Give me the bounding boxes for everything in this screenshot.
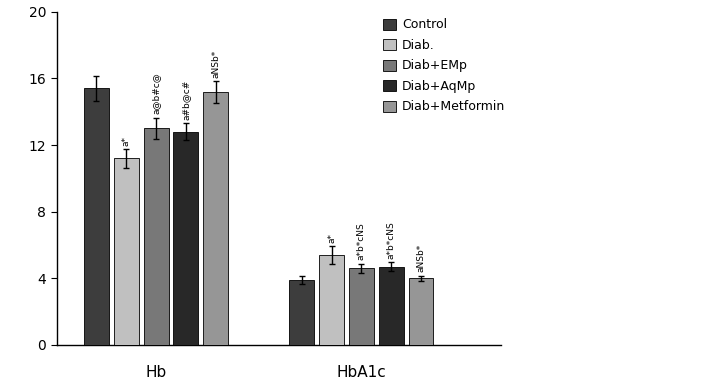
Bar <box>408 278 433 345</box>
Text: aNSb*: aNSb* <box>417 244 425 272</box>
Text: a*b*cNS: a*b*cNS <box>386 221 396 259</box>
Text: a*b*cNS: a*b*cNS <box>357 223 366 260</box>
Text: a*: a* <box>122 136 130 146</box>
Bar <box>174 132 199 345</box>
Bar <box>349 269 374 345</box>
Text: aNSb*: aNSb* <box>211 49 220 78</box>
Text: a@b#c@: a@b#c@ <box>152 73 160 114</box>
Bar <box>144 129 169 345</box>
Text: HbA1c: HbA1c <box>337 365 386 380</box>
Bar <box>289 280 314 345</box>
Text: a*: a* <box>327 232 336 243</box>
Text: a#b@c#: a#b@c# <box>182 80 191 120</box>
Bar <box>379 267 403 345</box>
Bar <box>319 255 344 345</box>
Bar <box>203 92 228 345</box>
Bar <box>84 88 109 345</box>
Legend: Control, Diab., Diab+EMp, Diab+AqMp, Diab+Metformin: Control, Diab., Diab+EMp, Diab+AqMp, Dia… <box>379 15 509 117</box>
Text: Hb: Hb <box>145 365 167 380</box>
Bar <box>114 158 139 345</box>
